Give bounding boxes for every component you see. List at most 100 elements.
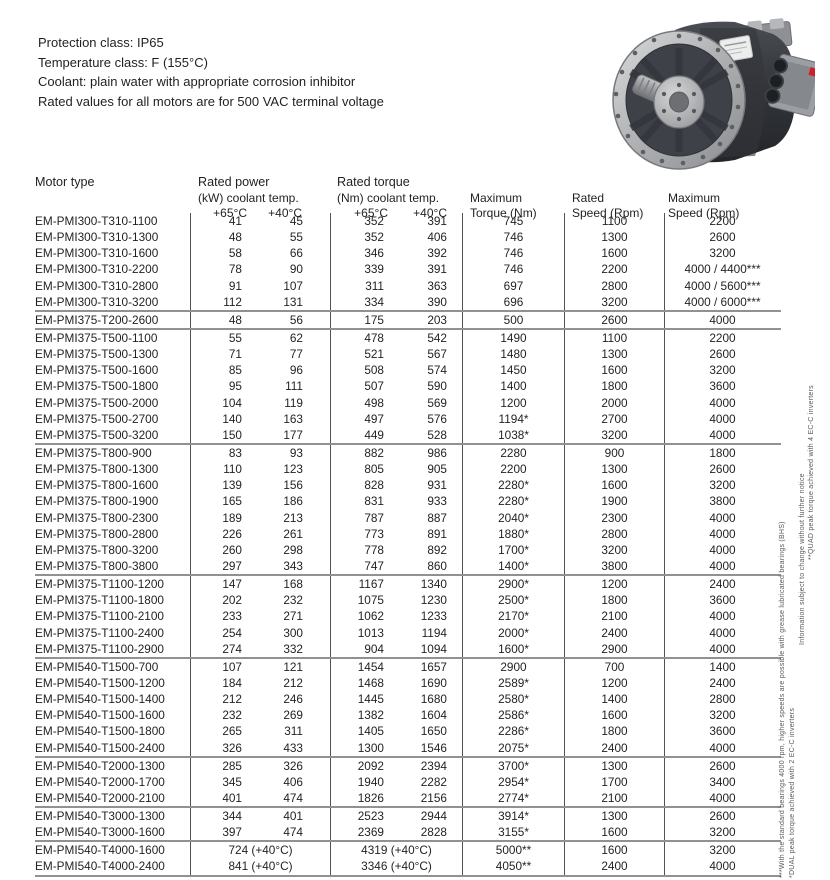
subheader-torque-40: +40°C	[413, 206, 447, 220]
table-row: EM-PMI540-T1500-1800 265 311 1405 1650 2286* 1…	[35, 723, 781, 740]
info-line-coolant: Coolant: plain water with appropriate co…	[38, 74, 356, 89]
cell-torque-65: 805	[330, 461, 396, 478]
table-row: EM-PMI540-T1500-1400 212 246 1445 1680 2580* 1…	[35, 691, 781, 708]
cell-torque-65: 1468	[330, 674, 396, 692]
cell-motor-type: EM-PMI375-T500-1300	[35, 347, 159, 362]
cell-power-65: 83	[190, 444, 255, 462]
cell-torque-65: 497	[330, 410, 396, 427]
cell-max-speed: 4000	[664, 410, 780, 427]
cell-torque-65: 1405	[330, 723, 396, 740]
cell-motor-type: EM-PMI375-T1100-2900	[35, 641, 164, 656]
cell-max-torque: 2000*	[462, 624, 564, 641]
cell-max-torque: 1880*	[462, 525, 564, 542]
cell-torque-40: 391	[427, 214, 447, 228]
cell-max-torque: 1194*	[462, 410, 564, 427]
table-row: EM-PMI375-T800-3800 297 343 747 860 1400* 3800…	[35, 557, 781, 575]
cell-torque-40: 1194	[421, 625, 447, 640]
cell-max-torque: 2280	[462, 444, 564, 462]
cell-motor-type: EM-PMI300-T310-1600	[35, 246, 159, 261]
cell-power-40: 90	[289, 262, 303, 277]
cell-power-65: 265	[190, 723, 255, 740]
cell-max-speed: 3600	[664, 592, 780, 609]
cell-power-65: 91	[190, 277, 255, 294]
cell-power-65: 58	[190, 245, 255, 262]
info-block: Protection class: IP65 Temperature class…	[38, 33, 384, 111]
cell-rated-speed: 2400	[564, 624, 664, 641]
table-row: EM-PMI375-T800-1900 165 186 831 933 2280* 1900…	[35, 493, 781, 510]
cell-torque-40: 528	[427, 427, 447, 442]
cell-torque-40: 905	[427, 462, 447, 477]
cell-max-torque: 2954*	[462, 773, 564, 790]
cell-motor-type: EM-PMI375-T500-2700	[35, 411, 159, 426]
motor-group: EM-PMI375-T800-900 83 93 882 986 2280 900 1800 E…	[35, 444, 781, 577]
cell-torque-65: 1826	[330, 789, 396, 807]
cell-torque-65: 1062	[330, 608, 396, 625]
table-row: EM-PMI375-T800-2800 226 261 773 891 1880* 2800…	[35, 525, 781, 542]
cell-max-torque: 1200	[462, 394, 564, 411]
cell-max-speed: 2600	[664, 808, 780, 825]
cell-max-speed: 4000	[664, 394, 780, 411]
cell-max-speed: 3600	[664, 723, 780, 740]
col-header-max-torque-2: Torque (Nm)	[470, 206, 537, 220]
table-row: EM-PMI375-T200-2600 48 56 175 203 500 2600 4000	[35, 311, 781, 328]
cell-power-65: 274	[190, 640, 255, 657]
cell-power-40: 261	[283, 526, 303, 541]
cell-motor-type: EM-PMI540-T4000-1600	[35, 843, 165, 858]
table-row: EM-PMI540-T4000-2400 841 (+40°C) 3346 (+40…	[35, 858, 781, 875]
cell-power-65: 345	[190, 773, 255, 790]
cell-torque-40: 1230	[420, 593, 447, 608]
cell-motor-type: EM-PMI540-T2000-1300	[35, 758, 165, 773]
table-row: EM-PMI375-T800-2300 189 213 787 887 2040* 2300…	[35, 509, 781, 526]
cell-power-40: 55	[289, 230, 303, 245]
table-row: EM-PMI375-T1100-2100 233 271 1062 1233 2170* 2…	[35, 608, 781, 625]
motor-table: EM-PMI300-T310-1100 41 45 352 391 745 1100 2200…	[35, 213, 781, 877]
cell-power-65: 397	[190, 824, 255, 841]
cell-power-65: 55	[190, 329, 255, 347]
cell-power-65: 165	[190, 493, 255, 510]
cell-power-65: 260	[190, 541, 255, 558]
cell-max-torque: 746	[462, 261, 564, 278]
cell-max-speed: 3200	[664, 707, 780, 724]
table-row: EM-PMI540-T1500-700 107 121 1454 1657 2900 700…	[35, 658, 781, 675]
cell-rated-speed: 2000	[564, 394, 664, 411]
cell-motor-type: EM-PMI375-T1100-2100	[35, 609, 164, 624]
table-row: EM-PMI375-T800-900 83 93 882 986 2280 900 1800	[35, 444, 781, 462]
cell-torque-65: 831	[330, 493, 396, 510]
table-row: EM-PMI300-T310-2800 91 107 311 363 697 2800 400…	[35, 277, 781, 294]
cell-motor-type: EM-PMI375-T200-2600	[35, 312, 159, 327]
cell-motor-type: EM-PMI540-T3000-1600	[35, 825, 165, 840]
cell-torque-65: 352	[330, 213, 396, 230]
cell-power-40: 406	[283, 774, 303, 789]
cell-torque-40: 860	[427, 558, 447, 573]
cell-torque-65: 2523	[330, 808, 396, 825]
table-row: EM-PMI375-T500-2000 104 119 498 569 1200 2000 4…	[35, 394, 781, 411]
cell-max-torque: 696	[462, 293, 564, 310]
table-row: EM-PMI300-T310-1300 48 55 352 406 746 1300 2600	[35, 229, 781, 246]
cell-motor-type: EM-PMI300-T310-2800	[35, 278, 159, 293]
cell-torque-40: 986	[427, 445, 447, 460]
cell-power-65: 285	[190, 757, 255, 774]
cell-max-speed: 1800	[664, 444, 780, 462]
cell-max-torque: 500	[462, 311, 564, 328]
cell-motor-type: EM-PMI540-T1500-1800	[35, 724, 165, 739]
table-row: EM-PMI375-T1100-1800 202 232 1075 1230 2500* 1…	[35, 592, 781, 609]
cell-motor-type: EM-PMI375-T800-2300	[35, 510, 159, 525]
cell-max-speed: 3800	[664, 493, 780, 510]
table-row: EM-PMI540-T3000-1300 344 401 2523 2944 3914* 1…	[35, 808, 781, 825]
col-header-rated-speed-1: Rated	[572, 191, 605, 205]
cell-power-merged: 841 (+40°C)	[190, 858, 330, 875]
cell-motor-type: EM-PMI540-T1500-2400	[35, 740, 165, 755]
info-line-protection: Protection class: IP65	[38, 35, 164, 50]
cell-rated-speed: 2200	[564, 261, 664, 278]
cell-rated-speed: 2800	[564, 525, 664, 542]
table-row: EM-PMI540-T2000-1300 285 326 2092 2394 3700* 1…	[35, 757, 781, 774]
cell-power-40: 77	[289, 347, 303, 362]
cell-max-torque: 1450	[462, 362, 564, 379]
cell-torque-40: 390	[427, 294, 447, 309]
cell-motor-type: EM-PMI375-T800-2800	[35, 526, 159, 541]
cell-torque-40: 1690	[420, 675, 447, 690]
cell-torque-65: 521	[330, 346, 396, 363]
cell-max-torque: 2200	[462, 461, 564, 478]
cell-motor-type: EM-PMI375-T800-3800	[35, 558, 159, 573]
cell-power-65: 104	[190, 394, 255, 411]
